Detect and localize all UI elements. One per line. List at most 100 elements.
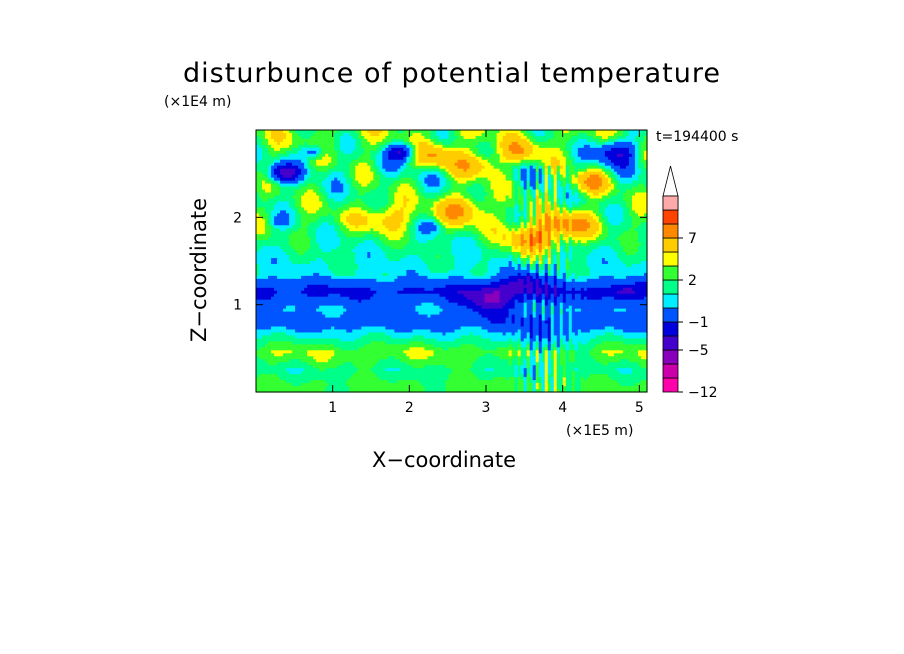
field-cell	[568, 225, 573, 229]
field-cell	[580, 174, 585, 179]
field-cell	[511, 156, 516, 161]
field-cell	[397, 198, 401, 203]
field-cell	[517, 201, 522, 206]
field-cell	[583, 234, 588, 238]
field-cell	[256, 174, 260, 179]
field-cell	[568, 156, 573, 161]
field-cell	[535, 210, 540, 214]
field-cell	[436, 168, 441, 173]
field-cell	[400, 204, 404, 209]
field-cell	[265, 222, 269, 226]
field-cell	[385, 195, 389, 200]
field-cell	[562, 204, 567, 209]
field-cell	[322, 243, 326, 247]
field-cell	[325, 219, 329, 223]
field-cell	[460, 216, 465, 220]
field-cell	[580, 192, 585, 197]
field-cell	[637, 231, 642, 235]
field-cell	[307, 231, 311, 235]
field-cell	[523, 132, 528, 137]
field-cell	[478, 130, 483, 134]
field-cell	[304, 174, 308, 179]
field-cell	[328, 210, 332, 214]
field-cell	[466, 165, 471, 170]
field-cell	[637, 156, 642, 161]
field-cell	[496, 234, 501, 238]
field-cell	[496, 213, 501, 217]
field-cell	[457, 222, 462, 226]
field-cell	[397, 222, 401, 226]
field-cell	[316, 237, 320, 241]
field-cell	[499, 150, 504, 155]
field-cell	[295, 159, 299, 164]
field-cell	[439, 213, 444, 217]
field-cell	[343, 216, 347, 220]
field-cell	[475, 195, 480, 200]
field-cell	[454, 234, 459, 238]
field-cell	[643, 186, 648, 191]
field-cell	[280, 174, 284, 179]
field-cell	[514, 138, 519, 143]
field-cell	[619, 147, 624, 152]
field-cell	[556, 225, 561, 229]
field-cell	[550, 192, 555, 197]
field-cell	[634, 222, 639, 226]
field-cell	[370, 132, 374, 137]
field-cell	[457, 130, 462, 134]
field-cell	[586, 147, 591, 152]
field-cell	[343, 130, 347, 134]
field-cell	[535, 144, 540, 149]
field-cell	[568, 162, 573, 167]
field-cell	[448, 183, 453, 188]
field-cell	[367, 135, 371, 140]
field-cell	[358, 240, 362, 244]
field-cell	[382, 174, 386, 179]
field-cell	[529, 156, 534, 161]
field-cell	[340, 177, 344, 182]
field-cell	[496, 162, 501, 167]
field-cell	[376, 204, 380, 209]
field-cell	[529, 165, 534, 170]
field-cell	[256, 201, 260, 206]
field-cell	[409, 135, 413, 140]
field-cell	[481, 204, 486, 209]
field-cell	[520, 216, 525, 220]
field-cell	[331, 150, 335, 155]
field-cell	[301, 186, 305, 191]
field-cell	[292, 162, 296, 167]
field-cell	[553, 171, 558, 176]
field-cell	[334, 156, 338, 161]
field-cell	[256, 144, 260, 149]
field-cell	[412, 204, 417, 209]
field-cell	[460, 144, 465, 149]
field-cell	[622, 228, 627, 232]
field-cell	[439, 141, 444, 146]
field-cell	[607, 219, 612, 223]
field-cell	[538, 222, 543, 226]
field-cell	[436, 138, 441, 143]
field-cell	[457, 186, 462, 191]
field-cell	[409, 147, 413, 152]
field-cell	[481, 144, 486, 149]
field-cell	[481, 138, 486, 143]
field-cell	[601, 240, 606, 244]
field-cell	[403, 141, 407, 146]
field-cell	[397, 171, 401, 176]
field-cell	[505, 153, 510, 158]
field-cell	[295, 186, 299, 191]
field-cell	[490, 207, 495, 211]
field-cell	[373, 216, 377, 220]
field-cell	[565, 183, 570, 188]
field-cell	[484, 192, 489, 197]
field-cell	[568, 198, 573, 203]
field-cell	[295, 210, 299, 214]
field-cell	[424, 168, 429, 173]
field-cell	[622, 168, 627, 173]
field-cell	[274, 243, 278, 247]
field-cell	[592, 228, 597, 232]
field-cell	[340, 156, 344, 161]
field-cell	[490, 177, 495, 182]
field-cell	[286, 189, 290, 194]
field-cell	[607, 204, 612, 209]
field-cell	[379, 141, 383, 146]
